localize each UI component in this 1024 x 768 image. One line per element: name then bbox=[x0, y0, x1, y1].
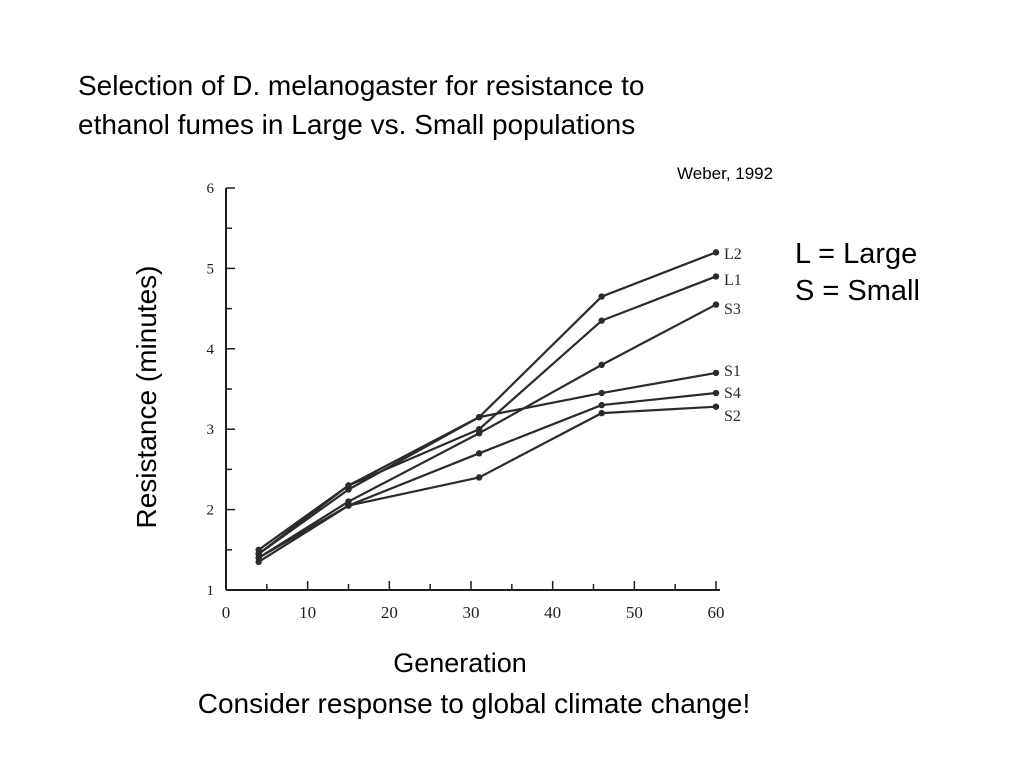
data-point-l1 bbox=[598, 317, 605, 324]
data-point-s1 bbox=[475, 413, 483, 421]
legend-note-large: L = Large bbox=[795, 238, 918, 270]
y-tick-label: 4 bbox=[207, 342, 215, 358]
x-tick-label: 10 bbox=[299, 603, 316, 622]
x-tick-label: 20 bbox=[381, 603, 398, 622]
series-label-s2: S2 bbox=[724, 408, 741, 425]
series-line-s4 bbox=[258, 391, 717, 559]
data-point-s2 bbox=[255, 558, 262, 566]
data-point-s2 bbox=[345, 502, 352, 509]
data-point-s3 bbox=[475, 430, 483, 437]
series-label-l2: L2 bbox=[724, 246, 742, 263]
x-tick-label: 40 bbox=[544, 603, 561, 622]
y-tick-label: 6 bbox=[207, 181, 215, 197]
data-point-s2 bbox=[598, 409, 605, 417]
x-tick-label: 60 bbox=[708, 603, 725, 622]
x-tick-label: 0 bbox=[222, 603, 231, 622]
data-point-l1 bbox=[712, 273, 720, 280]
y-tick-label: 3 bbox=[207, 422, 215, 438]
data-point-l2 bbox=[712, 249, 720, 256]
data-point-s1 bbox=[345, 486, 352, 493]
y-tick-label: 1 bbox=[207, 583, 215, 599]
y-tick-label: 5 bbox=[207, 261, 215, 277]
data-point-s4 bbox=[598, 401, 605, 409]
legend-note-small: S = Small bbox=[795, 275, 920, 307]
series-line-s2 bbox=[258, 405, 717, 563]
data-point-s2 bbox=[712, 403, 720, 410]
footnote: Consider response to global climate chan… bbox=[197, 688, 751, 719]
title-line-1: Selection of D. melanogaster for resista… bbox=[78, 70, 645, 101]
slide-title: Selection of D. melanogaster for resista… bbox=[78, 66, 645, 144]
data-point-s2 bbox=[475, 474, 483, 481]
data-point-s1 bbox=[598, 389, 605, 397]
series-label-s1: S1 bbox=[724, 363, 741, 380]
series-label-s4: S4 bbox=[724, 385, 741, 402]
data-point-s4 bbox=[475, 450, 483, 457]
x-axis-label: Generation bbox=[393, 648, 527, 678]
data-point-l2 bbox=[598, 293, 605, 300]
x-tick-label: 50 bbox=[626, 603, 643, 622]
data-point-s1 bbox=[712, 369, 720, 377]
y-tick-label: 2 bbox=[207, 503, 215, 519]
title-line-2: ethanol fumes in Large vs. Small populat… bbox=[78, 109, 636, 140]
legend-note: L = Large S = Small bbox=[795, 236, 920, 310]
data-point-s3 bbox=[712, 301, 720, 308]
series-label-s3: S3 bbox=[724, 301, 741, 318]
citation: Weber, 1992 bbox=[677, 164, 774, 183]
data-point-s3 bbox=[598, 361, 605, 369]
x-tick-label: 30 bbox=[463, 603, 480, 622]
data-point-s4 bbox=[712, 389, 720, 397]
series-label-l1: L1 bbox=[724, 272, 742, 289]
